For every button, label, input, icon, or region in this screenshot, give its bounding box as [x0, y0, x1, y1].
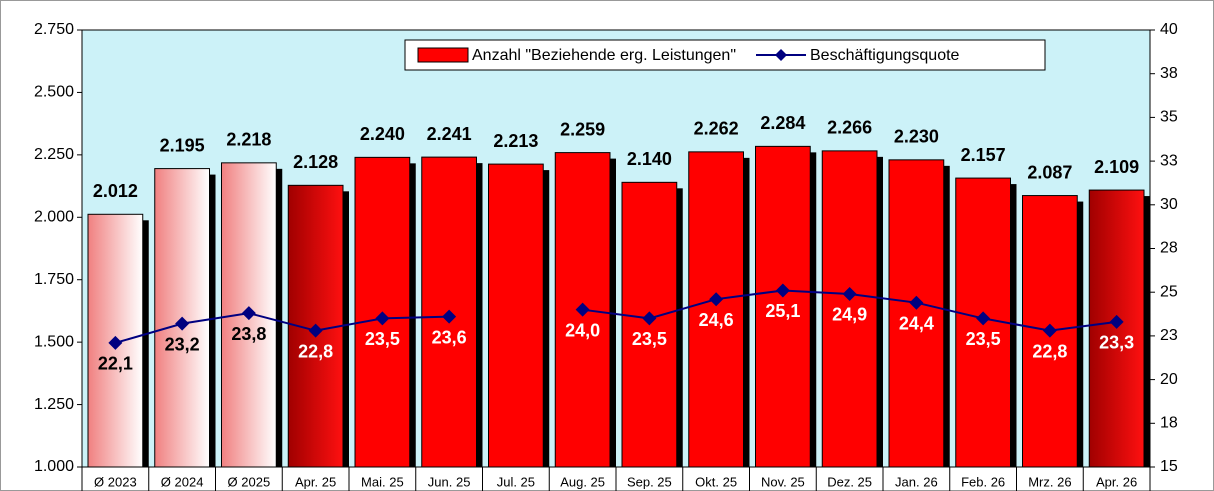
y-tick-label: 2.750	[34, 21, 74, 38]
line-value-label: 24,4	[899, 313, 934, 333]
marker	[308, 323, 323, 338]
bar	[488, 163, 544, 468]
y2-tick-label: 40	[1160, 21, 1178, 38]
line-value-label: 23,8	[231, 324, 266, 344]
line-value-label: 22,8	[1032, 341, 1067, 361]
x-tick-label: Apr. 26	[1096, 474, 1137, 489]
marker	[775, 283, 790, 298]
bar	[821, 150, 878, 468]
bar	[755, 145, 811, 468]
bar-value-label: 2.157	[961, 145, 1006, 165]
line-value-label: 24,0	[565, 320, 600, 340]
line-value-label: 23,5	[365, 329, 400, 349]
y-tick-label: 1.250	[34, 396, 74, 413]
bar-value-label: 2.195	[160, 135, 205, 155]
legend-label: Beschäftigungsquote	[810, 47, 960, 64]
legend-swatch	[417, 47, 469, 63]
line-value-label: 23,5	[632, 329, 667, 349]
y-tick-label: 1.500	[34, 333, 74, 350]
x-tick-label: Okt. 25	[695, 474, 737, 489]
x-tick-label: Aug. 25	[560, 474, 605, 489]
marker	[175, 316, 190, 331]
y2-tick-label: 35	[1160, 109, 1178, 126]
bar-value-label: 2.240	[360, 124, 405, 144]
x-tick-label: Jan. 26	[895, 474, 938, 489]
y2-tick-label: 25	[1160, 283, 1178, 300]
legend-marker	[775, 49, 787, 61]
line-value-label: 24,9	[832, 305, 867, 325]
marker	[709, 292, 724, 307]
x-tick-label: Ø 2024	[161, 474, 204, 489]
y-tick-label: 2.000	[34, 209, 74, 226]
line-value-label: 23,6	[432, 327, 467, 347]
y-tick-label: 2.500	[34, 84, 74, 101]
bar-value-label: 2.087	[1027, 162, 1072, 182]
x-tick-label: Ø 2023	[94, 474, 137, 489]
y2-tick-label: 38	[1160, 65, 1178, 82]
marker	[1109, 314, 1124, 329]
bar-value-label: 2.012	[93, 181, 138, 201]
bar-value-label: 2.259	[560, 119, 605, 139]
y2-tick-label: 33	[1160, 152, 1178, 169]
line-value-label: 23,5	[966, 329, 1001, 349]
bar	[688, 151, 744, 468]
x-tick-label: Nov. 25	[761, 474, 805, 489]
line-value-label: 24,6	[699, 310, 734, 330]
marker	[976, 311, 991, 326]
bar-value-label: 2.230	[894, 127, 939, 147]
x-tick-label: Apr. 25	[295, 474, 336, 489]
x-tick-label: Feb. 26	[961, 474, 1005, 489]
bar-value-label: 2.213	[493, 131, 538, 151]
bar-value-label: 2.109	[1094, 157, 1139, 177]
legend: Anzahl "Beziehende erg. Leistungen" Besch…	[404, 39, 1046, 71]
marker	[241, 306, 256, 321]
marker	[108, 335, 123, 350]
marker	[375, 311, 390, 326]
bar-value-label: 2.241	[427, 124, 472, 144]
x-tick-label: Jul. 25	[497, 474, 535, 489]
bar	[888, 159, 945, 468]
x-tick-label: Jun. 25	[428, 474, 471, 489]
legend-box	[404, 39, 1046, 71]
bar-value-label: 2.266	[827, 118, 872, 138]
marker	[442, 309, 457, 324]
y2-tick-label: 20	[1160, 371, 1178, 388]
y-tick-label: 1.750	[34, 271, 74, 288]
line-value-label: 22,8	[298, 341, 333, 361]
bar-value-label: 2.140	[627, 149, 672, 169]
x-tick-label: Dez. 25	[827, 474, 872, 489]
line-value-label: 23,3	[1099, 333, 1134, 353]
x-tick-label: Mrz. 26	[1028, 474, 1071, 489]
y2-tick-label: 15	[1160, 458, 1178, 475]
line-value-label: 22,1	[98, 354, 133, 374]
bar-value-label: 2.284	[760, 113, 805, 133]
bar-value-label: 2.218	[226, 130, 271, 150]
bar-value-label: 2.262	[694, 119, 739, 139]
y2-tick-label: 30	[1160, 196, 1178, 213]
marker	[575, 302, 590, 317]
marker	[642, 311, 657, 326]
marker	[909, 295, 924, 310]
y-tick-label: 1.000	[34, 458, 74, 475]
x-tick-label: Mai. 25	[361, 474, 404, 489]
marker	[842, 286, 857, 301]
y2-tick-label: 23	[1160, 327, 1178, 344]
x-tick-label: Ø 2025	[228, 474, 271, 489]
line-value-label: 23,2	[165, 334, 200, 354]
marker	[1042, 323, 1057, 338]
y-tick-label: 2.250	[34, 146, 74, 163]
legend-label: Anzahl "Beziehende erg. Leistungen"	[472, 47, 736, 64]
line-value-label: 25,1	[765, 301, 800, 321]
x-tick-label: Sep. 25	[627, 474, 672, 489]
bar-value-label: 2.128	[293, 152, 338, 172]
y2-tick-label: 18	[1160, 415, 1178, 432]
y2-tick-label: 28	[1160, 240, 1178, 257]
